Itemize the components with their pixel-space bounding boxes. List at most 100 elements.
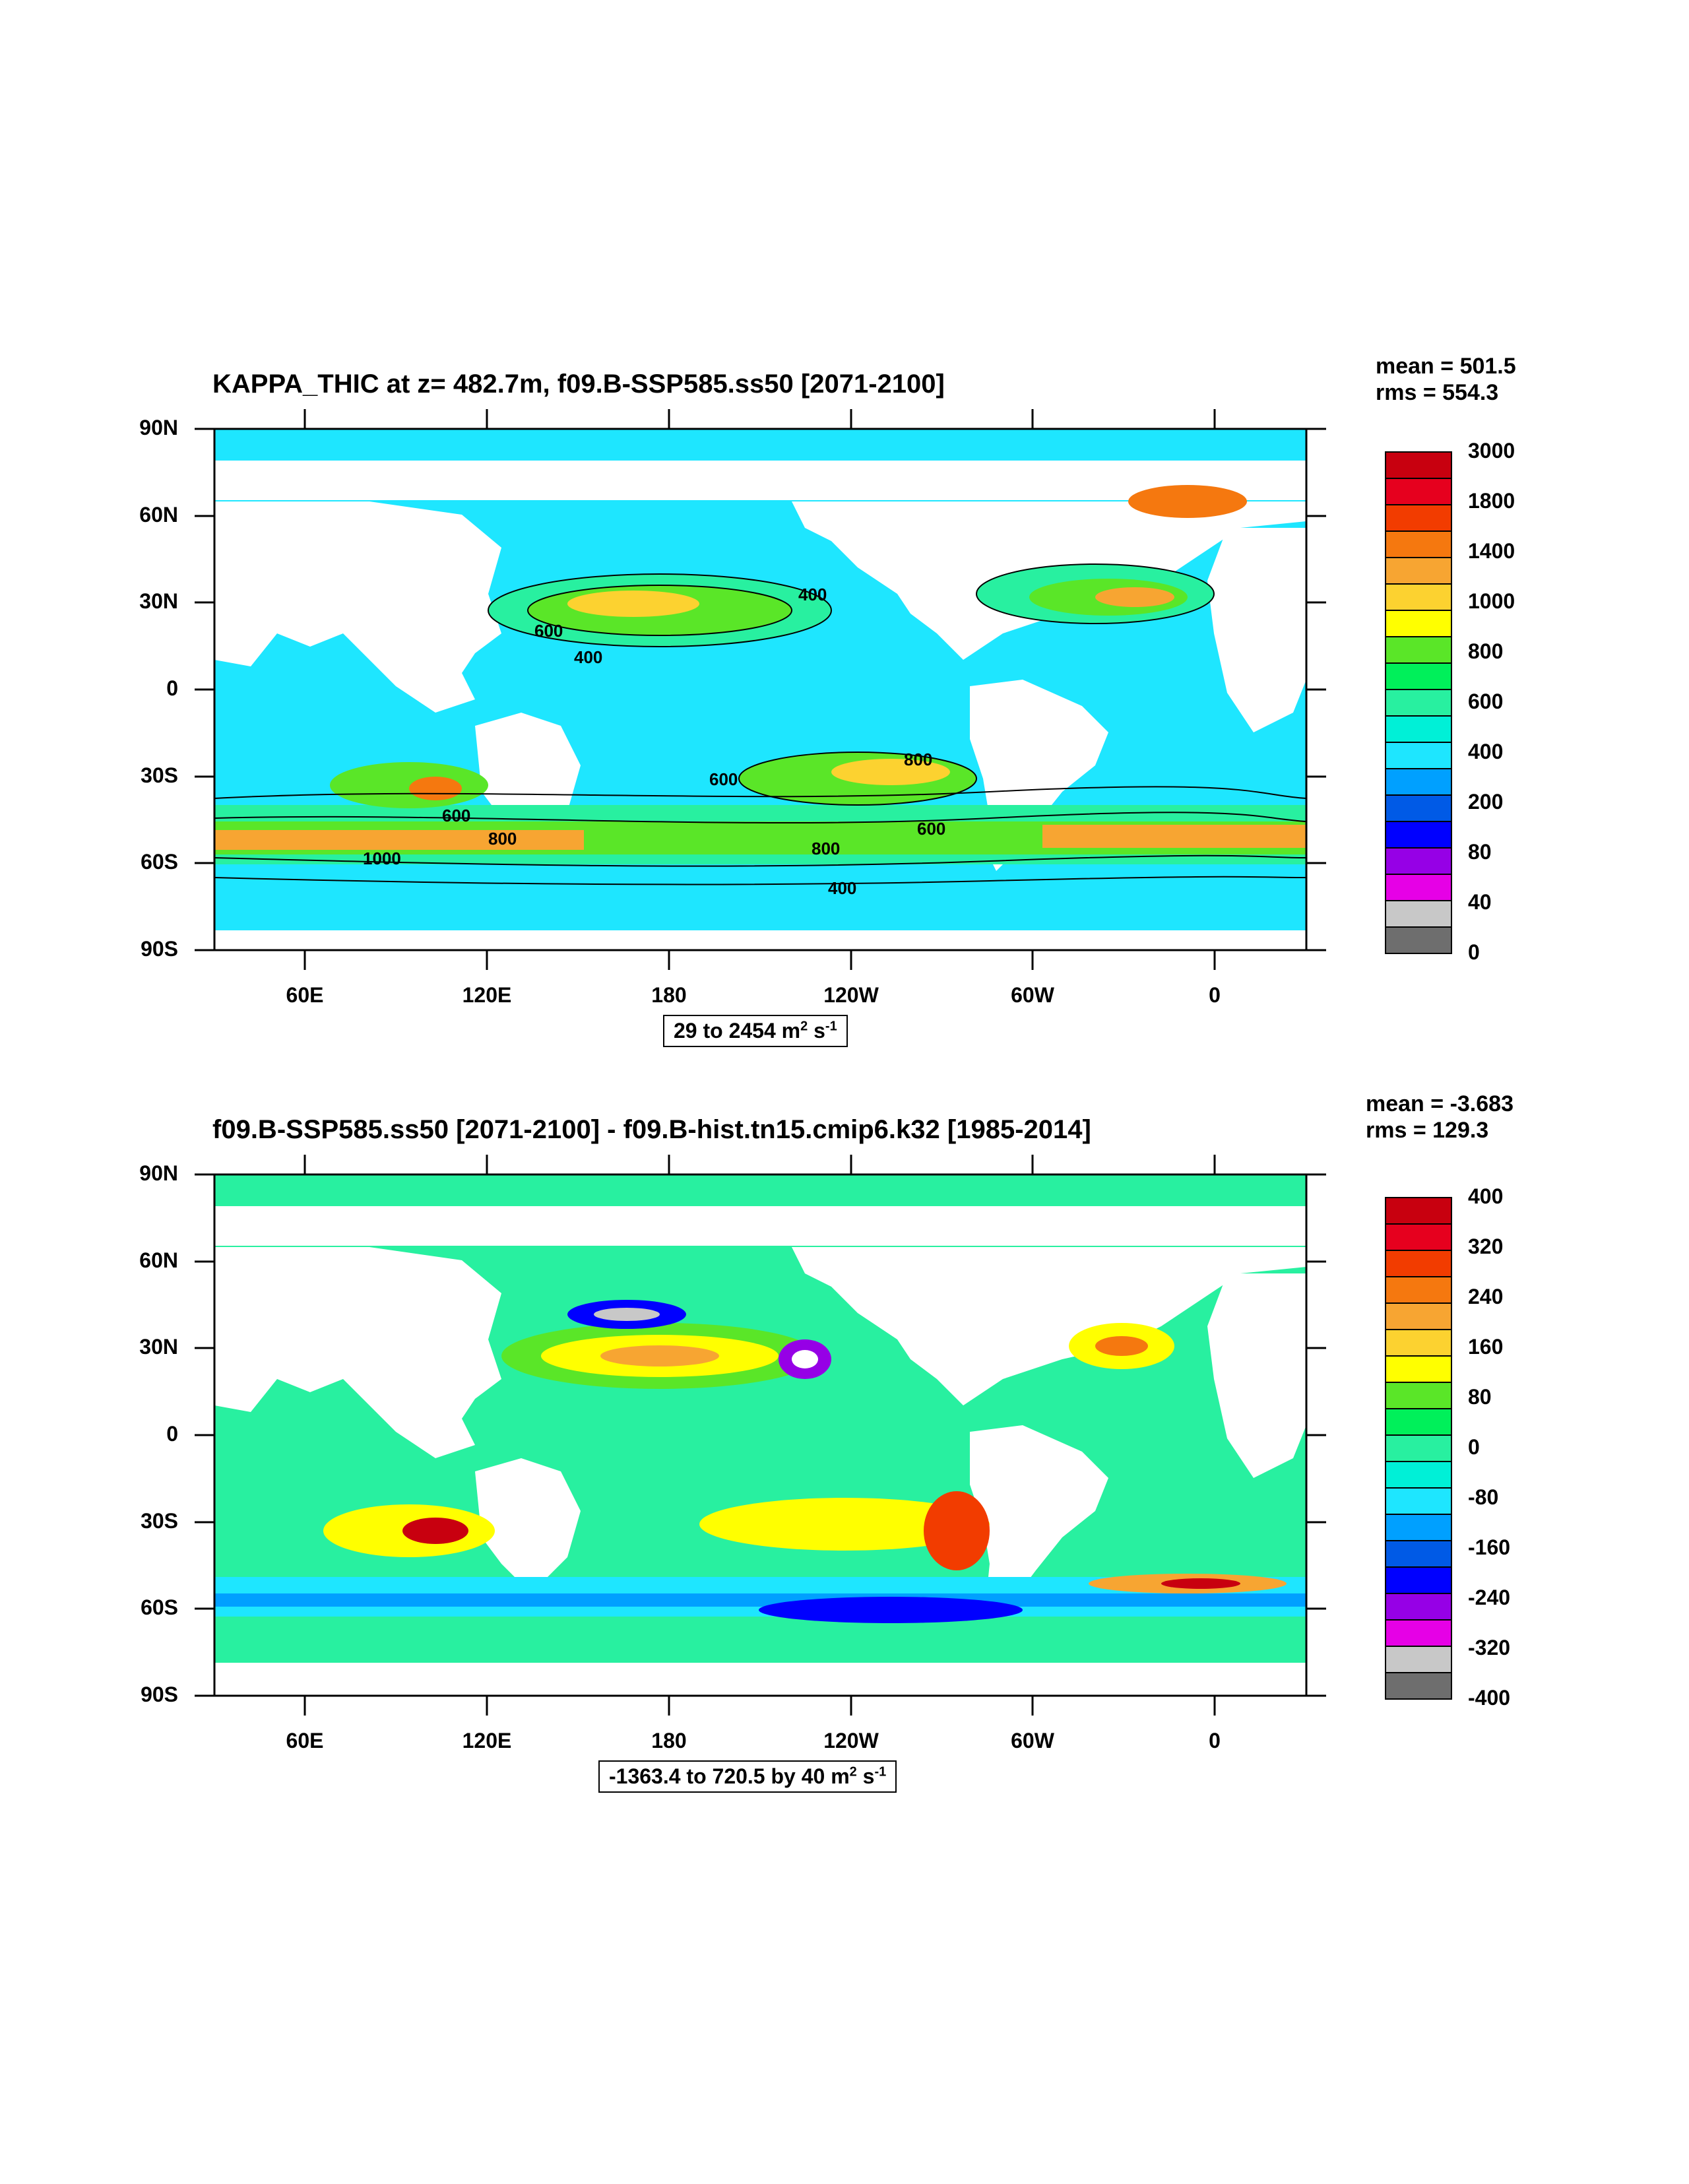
contour-line (214, 786, 1307, 799)
y-tick-label: 30S (141, 763, 178, 787)
x-tick-label: 60E (286, 983, 324, 1007)
contour-line (214, 812, 1307, 824)
contour-label: 400 (574, 647, 602, 667)
range-box: -1363.4 to 720.5 by 40 m2 s-1 (598, 1760, 897, 1793)
land-mask (214, 1663, 1306, 1696)
colorbar-swatch (1385, 1302, 1452, 1330)
colorbar-swatch (1385, 583, 1452, 611)
colorbar-label: -160 (1468, 1535, 1511, 1559)
colorbar-swatch (1385, 1434, 1452, 1462)
contour-label: 600 (534, 621, 563, 641)
land-africa (1207, 528, 1306, 732)
colorbar-label: 0 (1468, 940, 1480, 964)
y-tick-label: 60S (141, 850, 178, 874)
colorbar-swatch (1385, 847, 1452, 875)
y-tick-label: 30N (139, 1335, 178, 1359)
colorbar-swatch (1385, 900, 1452, 928)
land-australia (475, 1458, 581, 1584)
field-anomaly (759, 1597, 1023, 1623)
rms-value: rms = 554.3 (1376, 380, 1499, 405)
colorbar-label: 240 (1468, 1285, 1504, 1308)
x-tick-label: 60E (286, 1729, 324, 1752)
colorbar-swatch (1385, 1382, 1452, 1409)
field-anomaly (594, 1308, 660, 1321)
y-tick-label: 90N (139, 1161, 178, 1185)
field-southern-band (214, 830, 584, 850)
colorbar-swatch (1385, 689, 1452, 717)
colorbar-label: 1800 (1468, 489, 1515, 513)
land-asia (214, 501, 501, 713)
y-tick-label: 30S (141, 1509, 178, 1533)
field-nh-atlantic (1095, 587, 1174, 607)
field-anomaly (600, 1345, 719, 1366)
colorbar-label: 800 (1468, 639, 1504, 663)
mean-value: mean = -3.683 (1366, 1091, 1514, 1116)
colorbar-swatch (1385, 478, 1452, 505)
contour-line (738, 752, 977, 806)
contour-label: 800 (488, 829, 517, 849)
field-southern-band (1042, 825, 1306, 848)
colorbar-swatch (1385, 1593, 1452, 1621)
colorbar-swatch (1385, 794, 1452, 822)
colorbar-swatch (1385, 1355, 1452, 1383)
colorbar-swatch (1385, 1461, 1452, 1489)
colorbar-swatch (1385, 1619, 1452, 1647)
contour-line (527, 585, 792, 636)
colorbar-swatch (1385, 1566, 1452, 1594)
field-anomaly (792, 1350, 818, 1368)
colorbar-label: 400 (1468, 740, 1504, 763)
colorbar-label: -80 (1468, 1485, 1499, 1509)
range-box: 29 to 2454 m2 s-1 (663, 1015, 848, 1047)
field-north-atl (1128, 485, 1247, 518)
colorbar-label: -400 (1468, 1686, 1511, 1710)
field-anomaly (1095, 1336, 1148, 1356)
colorbar-label: 600 (1468, 690, 1504, 713)
x-ticks (303, 1155, 1216, 1716)
contour-label: 400 (798, 585, 827, 604)
contour-label: 600 (917, 819, 945, 839)
panel-title: f09.B-SSP585.ss50 [2071-2100] - f09.B-hi… (212, 1115, 1091, 1144)
rms-value: rms = 129.3 (1366, 1118, 1489, 1143)
land-africa (1207, 1273, 1306, 1478)
y-tick-label: 0 (166, 676, 178, 700)
field-anomaly (214, 1593, 1306, 1607)
y-tick-label: 90N (139, 416, 178, 439)
colorbar-label: 160 (1468, 1335, 1504, 1359)
colorbar-label: -320 (1468, 1636, 1511, 1659)
x-tick-label: 120W (823, 1729, 879, 1752)
contour-label: 1000 (363, 849, 401, 868)
x-tick-label: 120E (462, 983, 512, 1007)
x-tick-label: 60W (1011, 1729, 1054, 1752)
field-layer (214, 1174, 1306, 1696)
colorbar-swatch (1385, 1197, 1452, 1225)
colorbar-swatch (1385, 1329, 1452, 1357)
land-asia (214, 1247, 501, 1458)
colorbar-swatch (1385, 662, 1452, 690)
contour-line (214, 876, 1307, 885)
colorbar-swatch (1385, 451, 1452, 479)
colorbar-swatch (1385, 1276, 1452, 1304)
land-america-s (970, 1425, 1108, 1617)
colorbar-swatch (1385, 1540, 1452, 1568)
x-tick-label: 120E (462, 1729, 512, 1752)
y-ticks (195, 1173, 1326, 1697)
contour-label: 800 (904, 750, 932, 769)
x-tick-label: 180 (651, 983, 687, 1007)
colorbar-swatch (1385, 1487, 1452, 1515)
contour-label: 600 (709, 769, 738, 789)
y-tick-label: 90S (141, 1683, 178, 1706)
panel-title: KAPPA_THIC at z= 482.7m, f09.B-SSP585.ss… (212, 369, 945, 399)
field-south-indian (409, 777, 462, 800)
land-mask (214, 461, 1306, 500)
land-mask (214, 930, 1306, 983)
colorbar-swatch (1385, 1408, 1452, 1436)
land-mask (214, 1206, 1306, 1246)
colorbar-swatch (1385, 1250, 1452, 1277)
y-tick-label: 30N (139, 589, 178, 613)
contour-label: 600 (442, 806, 470, 825)
colorbar-swatch (1385, 874, 1452, 901)
field-anomaly (699, 1498, 990, 1551)
colorbar-label: 1000 (1468, 589, 1515, 613)
y-tick-label: 60S (141, 1595, 178, 1619)
contour-line (976, 563, 1215, 624)
